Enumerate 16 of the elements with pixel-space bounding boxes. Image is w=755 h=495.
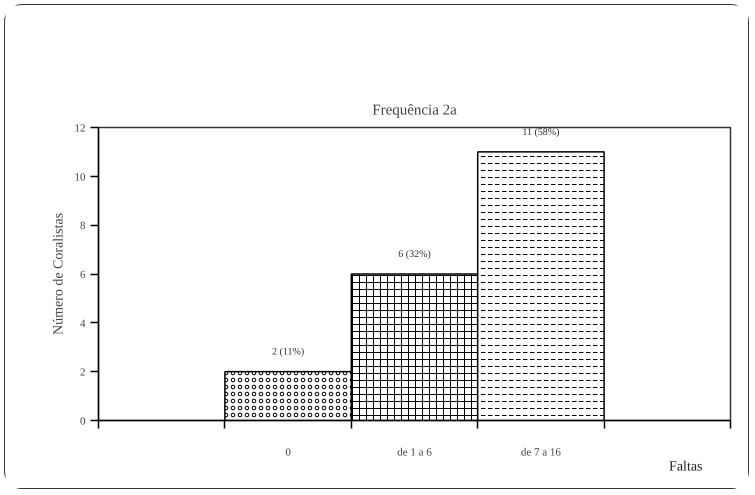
y-tick-label: 6: [80, 269, 86, 281]
data-label: 2 (11%): [272, 346, 304, 358]
y-tick-label: 4: [80, 318, 86, 330]
y-tick-label: 2: [80, 366, 86, 379]
y-tick-label: 0: [80, 416, 86, 428]
y-tick-label: 10: [74, 171, 86, 184]
y-tick-label: 8: [80, 220, 86, 232]
chart-title: Frequência 2a: [372, 102, 458, 118]
y-tick-label: 12: [74, 122, 86, 134]
x-tick-label: de 7 a 16: [520, 446, 562, 458]
x-tick-label: 0: [285, 446, 292, 458]
x-tick-label: de 1 a 6: [397, 446, 432, 458]
data-label: 6 (32%): [398, 249, 431, 260]
y-axis-title: Número de Coralistas: [52, 212, 66, 336]
x-axis-title: Faltas: [669, 460, 703, 474]
data-label: 11 (58%): [522, 126, 560, 138]
